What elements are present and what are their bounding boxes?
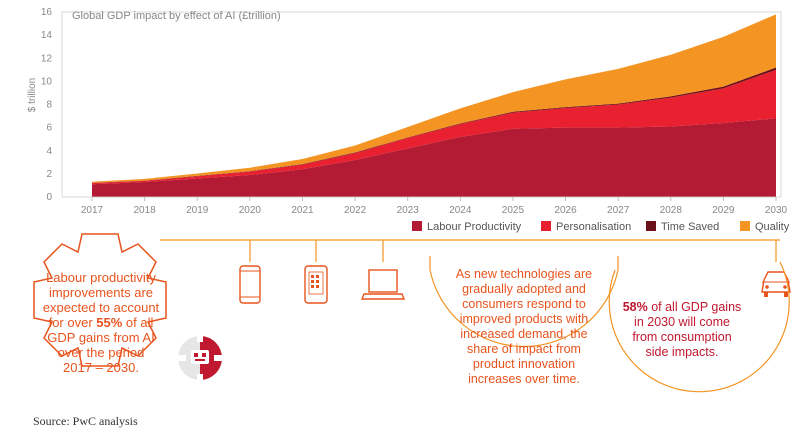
gear-outline xyxy=(33,233,167,367)
legend-label: Labour Productivity xyxy=(427,221,522,233)
y-axis-label: $ trillion xyxy=(27,78,38,112)
x-tick-label: 2021 xyxy=(291,205,314,216)
legend-swatch xyxy=(646,221,656,231)
laptop-icon xyxy=(360,269,406,300)
smartphone-icon xyxy=(239,265,261,304)
y-tick-label: 10 xyxy=(41,76,53,87)
robot-gear-icon xyxy=(178,336,222,380)
x-tick-label: 2030 xyxy=(765,205,788,216)
area-quality xyxy=(92,14,776,183)
y-tick-label: 2 xyxy=(46,169,52,180)
chart-title: Global GDP impact by effect of AI (£tril… xyxy=(72,10,281,22)
y-tick-label: 8 xyxy=(46,100,52,111)
x-tick-label: 2026 xyxy=(554,205,577,216)
tablet-icon xyxy=(304,265,328,304)
legend-label: Quality xyxy=(755,221,790,233)
x-tick-label: 2029 xyxy=(712,205,735,216)
middle-bubble-arc xyxy=(429,256,619,348)
y-tick-label: 12 xyxy=(41,53,53,64)
y-tick-label: 0 xyxy=(46,192,52,203)
plot-frame xyxy=(61,11,782,198)
x-tick-label: 2027 xyxy=(607,205,630,216)
gear-text: Labour productivity improvements are exp… xyxy=(42,270,160,375)
legend-swatch xyxy=(412,221,422,231)
chart-areas xyxy=(92,14,776,197)
x-tick-label: 2025 xyxy=(502,205,525,216)
chart-axes: 0 2 4 6 8 10 12 14 16 2017 2018 2019 2020 2021 2022 202… xyxy=(41,7,788,216)
x-tick-label: 2018 xyxy=(133,205,156,216)
x-tick-label: 2023 xyxy=(397,205,420,216)
x-tick-label: 2022 xyxy=(344,205,367,216)
x-tick-label: 2017 xyxy=(81,205,104,216)
x-tick-label: 2024 xyxy=(449,205,472,216)
y-tick-label: 14 xyxy=(41,30,53,41)
right-bubble-arc xyxy=(608,261,790,393)
legend-swatch xyxy=(541,221,551,231)
y-tick-label: 16 xyxy=(41,7,53,18)
chart-legend: Labour Productivity Personalisation Time S… xyxy=(412,221,790,233)
legend-label: Personalisation xyxy=(556,221,631,233)
y-tick-label: 4 xyxy=(46,146,52,157)
y-tick-label: 6 xyxy=(46,123,52,134)
right-text: 58% of all GDP gains in 2030 will come f… xyxy=(622,300,742,359)
legend-label: Time Saved xyxy=(661,221,719,233)
infographic-graphics xyxy=(33,233,791,393)
x-tick-label: 2028 xyxy=(660,205,683,216)
legend-swatch xyxy=(740,221,750,231)
area-personalisation xyxy=(92,69,776,185)
source-note: Source: PwC analysis xyxy=(33,414,138,428)
area-labour-productivity xyxy=(92,118,776,197)
middle-text: As new technologies are gradually adopte… xyxy=(455,267,593,386)
x-tick-label: 2019 xyxy=(186,205,209,216)
x-tick-label: 2020 xyxy=(239,205,262,216)
